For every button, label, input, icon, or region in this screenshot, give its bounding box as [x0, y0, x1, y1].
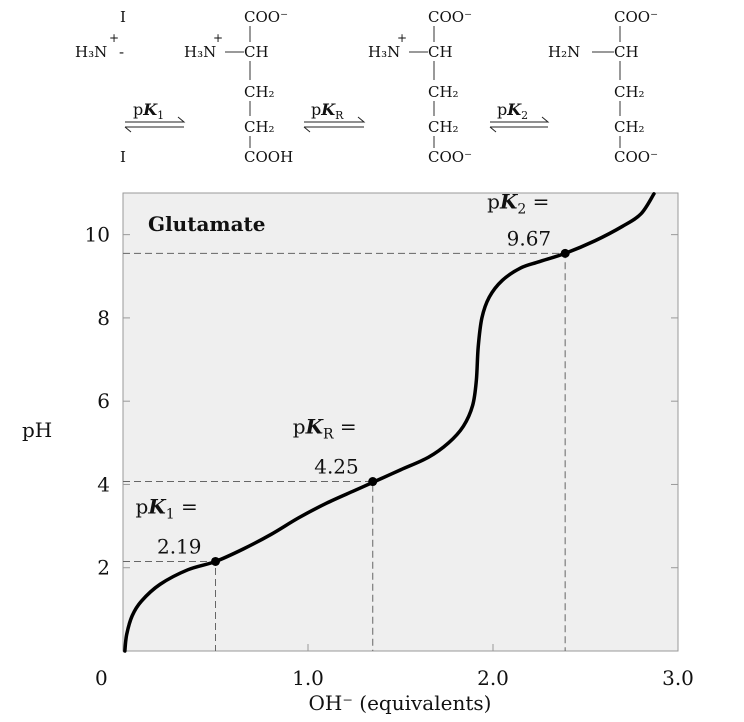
origin-label: 0 — [95, 666, 108, 690]
value-pK1: 2.19 — [157, 534, 202, 558]
s4-amine: H₂N — [548, 43, 580, 61]
x-tick-label: 2.0 — [477, 666, 509, 690]
label-pKR: pKR = — [293, 415, 357, 443]
structures: I + H₃N - I COO⁻ + H₃N CH CH₂ CH₂ COOH C… — [75, 8, 658, 166]
s1-bottom: I — [120, 148, 126, 166]
x-axis-label: OH⁻ (equivalents) — [309, 691, 492, 715]
s3-amine: H₃N — [368, 43, 400, 61]
s2-amine: H₃N — [184, 43, 216, 61]
point-pK2 — [560, 248, 570, 258]
y-tick-label: 4 — [97, 472, 110, 496]
eq-label-pk2: pK2 — [497, 100, 528, 122]
y-tick-label: 6 — [97, 389, 110, 413]
chart-title: Glutamate — [148, 212, 266, 236]
equilibrium-arrow-icon — [489, 116, 550, 133]
structure-4: COO⁻ H₂N CH CH₂ CH₂ COO⁻ — [548, 8, 658, 166]
s2-alpha: CH — [244, 43, 269, 61]
x-tick-label: 3.0 — [662, 666, 694, 690]
eq-label-pkr: pKR — [311, 100, 344, 122]
s2-charge: + — [213, 31, 223, 45]
s3-charge: + — [397, 31, 407, 45]
equilibrium-pkr: pKR — [303, 100, 366, 133]
s2-c2: CH₂ — [244, 118, 275, 136]
plot-area — [122, 192, 679, 652]
s2-c1: CH₂ — [244, 83, 275, 101]
s4-c2: CH₂ — [614, 118, 645, 136]
y-tick-label: 10 — [85, 223, 110, 247]
structure-3: COO⁻ + H₃N CH CH₂ CH₂ COO⁻ — [368, 8, 472, 166]
s3-alpha: CH — [428, 43, 453, 61]
s3-c2: CH₂ — [428, 118, 459, 136]
point-pK1 — [211, 556, 220, 566]
point-pKR — [368, 477, 378, 487]
s4-top: COO⁻ — [614, 8, 658, 26]
label-pK1: pK1 = — [136, 494, 198, 522]
y-tick-label: 2 — [97, 556, 110, 580]
y-axis-label: pH — [22, 418, 52, 442]
s3-bottom: COO⁻ — [428, 148, 472, 166]
y-tick-label: 8 — [97, 306, 110, 330]
value-pKR: 4.25 — [314, 455, 359, 479]
equilibrium-arrow-icon — [124, 116, 186, 133]
s2-bottom: COOH — [244, 148, 293, 166]
equilibrium-pk2: pK2 — [489, 100, 550, 133]
s3-top: COO⁻ — [428, 8, 472, 26]
s4-c1: CH₂ — [614, 83, 645, 101]
equilibrium-pk1: pK1 — [124, 100, 186, 133]
structure-2: COO⁻ + H₃N CH CH₂ CH₂ COOH — [184, 8, 293, 166]
s1-amine: H₃N — [75, 43, 107, 61]
equilibrium-arrow-icon — [303, 116, 366, 133]
s4-alpha: CH — [614, 43, 639, 61]
s3-c1: CH₂ — [428, 83, 459, 101]
s1-bond: - — [119, 43, 124, 61]
label-pK2: pK2 = — [487, 189, 549, 217]
titration-curve — [123, 192, 656, 653]
x-tick-label: 1.0 — [292, 666, 324, 690]
structure-1: I + H₃N - I — [75, 8, 126, 166]
value-pK2: 9.67 — [507, 226, 552, 250]
s1-charge: + — [109, 31, 119, 45]
s1-top: I — [120, 8, 126, 26]
s2-top: COO⁻ — [244, 8, 288, 26]
dashed-guide-pKR — [123, 481, 374, 651]
eq-label-pk1: pK1 — [133, 100, 164, 122]
s4-bottom: COO⁻ — [614, 148, 658, 166]
